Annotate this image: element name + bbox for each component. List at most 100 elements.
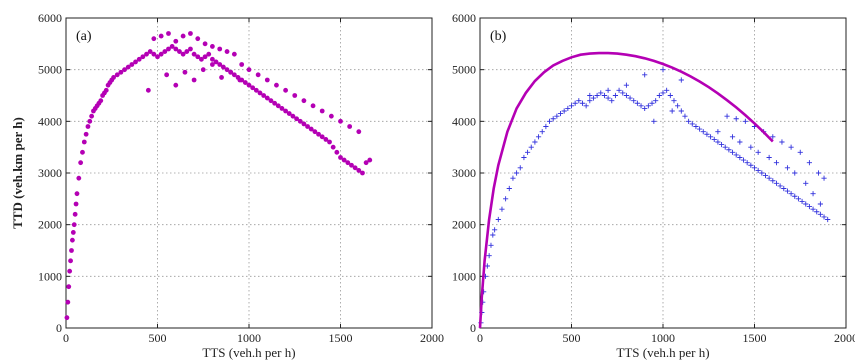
data-point xyxy=(177,49,182,54)
data-point xyxy=(125,64,131,70)
data-point xyxy=(103,87,109,93)
data-point xyxy=(660,67,666,73)
data-point xyxy=(182,69,188,75)
data-point xyxy=(89,113,95,119)
data-point xyxy=(338,155,343,160)
data-point xyxy=(158,33,164,39)
data-point xyxy=(631,98,637,104)
data-point xyxy=(718,141,725,148)
data-point xyxy=(305,124,310,129)
data-point xyxy=(69,248,74,253)
data-point xyxy=(653,98,659,104)
data-point xyxy=(755,167,761,174)
data-point xyxy=(733,152,739,158)
data-point xyxy=(755,149,761,155)
data-point xyxy=(268,98,274,104)
data-point xyxy=(180,51,186,57)
x-tick-label: 0 xyxy=(63,331,69,345)
x-tick-label: 1500 xyxy=(329,331,353,345)
data-point xyxy=(762,172,769,179)
data-point xyxy=(133,59,138,65)
data-point xyxy=(792,193,798,199)
y-tick-label: 1000 xyxy=(38,269,62,283)
data-point xyxy=(231,72,237,78)
data-point xyxy=(642,72,648,78)
data-point xyxy=(528,144,534,150)
data-point xyxy=(660,90,666,96)
panel-a: 0 500 1000 1500 2000 0 1000 2000 3000 4000 5000 600… xyxy=(10,11,444,360)
data-point xyxy=(78,160,84,166)
data-point xyxy=(697,126,703,132)
data-point xyxy=(784,188,791,194)
y-tick-label: 1000 xyxy=(452,269,476,283)
data-point xyxy=(682,113,688,119)
data-point xyxy=(310,103,316,109)
data-point xyxy=(554,113,560,119)
data-point xyxy=(274,82,279,88)
data-point xyxy=(257,90,263,96)
data-point xyxy=(546,118,553,124)
data-point xyxy=(751,165,758,171)
data-point xyxy=(587,98,593,104)
data-point xyxy=(737,139,743,145)
data-point xyxy=(616,87,622,93)
y-tick-label: 2000 xyxy=(38,218,62,232)
data-point xyxy=(164,72,170,78)
data-point xyxy=(264,77,270,83)
data-point xyxy=(330,144,336,150)
data-point xyxy=(517,165,523,171)
data-point xyxy=(180,33,186,39)
data-point xyxy=(675,103,681,109)
data-point xyxy=(638,103,644,109)
data-point xyxy=(583,103,589,109)
data-point xyxy=(118,69,124,75)
data-point xyxy=(195,36,201,42)
data-point xyxy=(806,160,812,166)
data-point xyxy=(797,149,803,155)
data-point xyxy=(740,157,747,163)
data-point xyxy=(678,108,684,114)
y-axis-label: TTD (veh.km per h) xyxy=(10,117,25,229)
data-point xyxy=(191,51,197,57)
data-point xyxy=(67,268,73,274)
data-point xyxy=(821,175,827,181)
data-point xyxy=(246,67,252,73)
data-point xyxy=(795,196,802,202)
data-point xyxy=(492,227,498,233)
data-point xyxy=(290,113,296,119)
data-point xyxy=(219,75,224,80)
data-point xyxy=(817,201,823,207)
data-point xyxy=(678,77,684,83)
data-point xyxy=(499,206,505,212)
data-point xyxy=(810,206,816,212)
data-point xyxy=(539,129,545,135)
data-point xyxy=(246,82,252,88)
data-point xyxy=(669,108,675,114)
data-point xyxy=(486,253,492,259)
data-point xyxy=(70,237,75,243)
data-point xyxy=(642,105,648,112)
data-point xyxy=(140,54,146,60)
data-point xyxy=(587,92,593,99)
data-point xyxy=(210,62,215,67)
data-point xyxy=(338,118,343,124)
data-point xyxy=(707,134,714,140)
data-point xyxy=(253,87,259,93)
data-point xyxy=(521,154,527,161)
data-point xyxy=(634,100,640,106)
data-point xyxy=(328,113,334,119)
data-point xyxy=(155,54,160,60)
data-point xyxy=(151,51,157,57)
data-point xyxy=(576,98,582,104)
data-point xyxy=(557,110,564,117)
data-point xyxy=(744,160,750,166)
y-tick-label: 0 xyxy=(470,321,476,335)
data-point xyxy=(605,87,611,93)
data-point xyxy=(766,175,772,181)
data-point xyxy=(686,118,692,124)
data-point xyxy=(803,201,809,207)
panel-label: (b) xyxy=(490,29,507,44)
y-tick-label: 4000 xyxy=(452,114,476,128)
x-tick-label: 1500 xyxy=(743,331,767,345)
data-point xyxy=(301,98,307,104)
